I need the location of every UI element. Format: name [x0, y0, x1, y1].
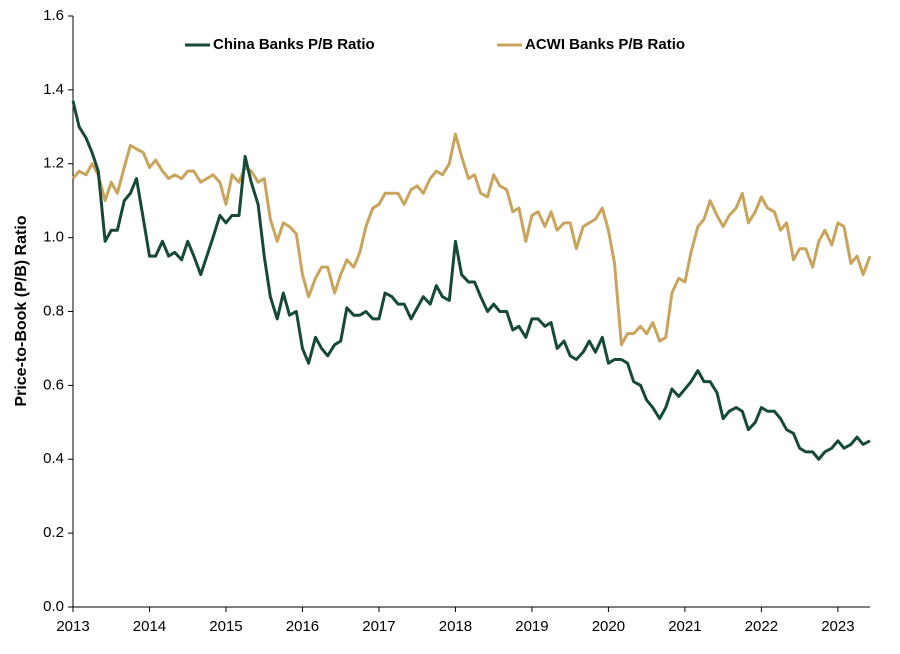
x-tick-label: 2016: [286, 618, 319, 635]
legend-label: ACWI Banks P/B Ratio: [525, 36, 685, 53]
y-tick-label: 1.2: [43, 155, 64, 172]
x-tick-label: 2013: [56, 618, 89, 635]
x-tick-label: 2019: [515, 618, 548, 635]
x-tick-label: 2015: [209, 618, 242, 635]
y-tick-label: 0.2: [43, 524, 64, 541]
x-tick-label: 2020: [592, 618, 625, 635]
y-tick-label: 0.0: [43, 598, 64, 615]
y-tick-label: 1.6: [43, 7, 64, 24]
x-tick-label: 2018: [439, 618, 472, 635]
y-tick-label: 1.0: [43, 229, 64, 246]
series-line: [71, 100, 871, 461]
y-tick-label: 1.4: [43, 81, 64, 98]
legend-label: China Banks P/B Ratio: [213, 36, 375, 53]
x-tick-label: 2017: [362, 618, 395, 635]
y-tick-label: 0.6: [43, 376, 64, 393]
x-tick-label: 2022: [745, 618, 778, 635]
y-axis-label: Price-to-Book (P/B) Ratio: [13, 215, 30, 406]
y-tick-label: 0.4: [43, 450, 64, 467]
x-tick-label: 2014: [133, 618, 166, 635]
series-line: [71, 132, 872, 347]
x-tick-label: 2021: [668, 618, 701, 635]
x-tick-label: 2023: [821, 618, 854, 635]
y-tick-label: 0.8: [43, 302, 64, 319]
